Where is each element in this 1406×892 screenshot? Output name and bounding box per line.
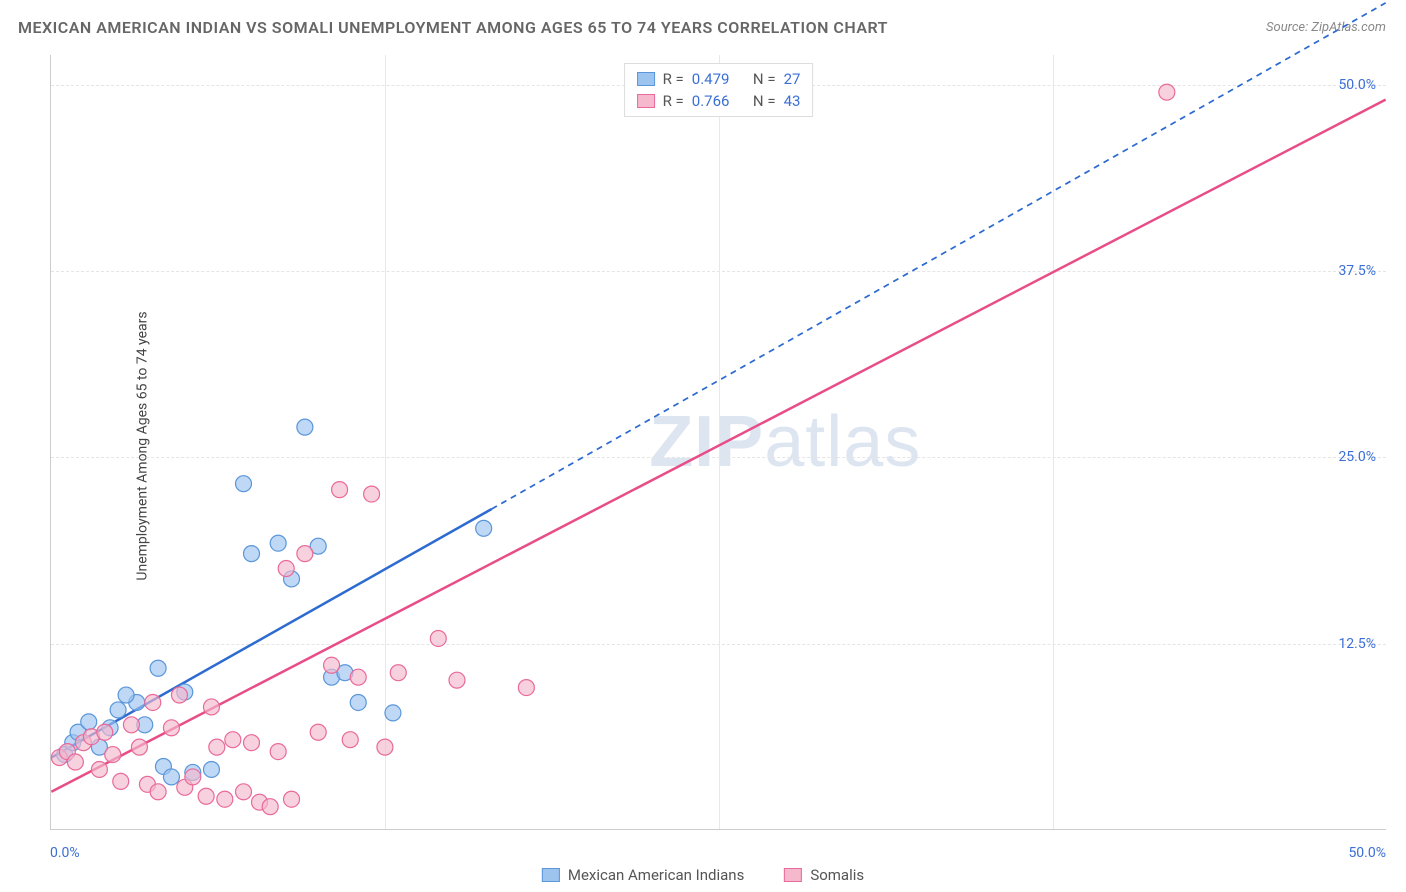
- correlation-legend: R = 0.479 N = 27 R = 0.766 N = 43: [624, 63, 814, 117]
- scatter-point: [171, 687, 187, 703]
- scatter-point: [377, 739, 393, 755]
- scatter-point: [163, 769, 179, 785]
- scatter-point: [145, 694, 161, 710]
- swatch-series-1: [637, 72, 655, 86]
- scatter-point: [342, 732, 358, 748]
- scatter-point: [185, 769, 201, 785]
- source-attribution: Source: ZipAtlas.com: [1266, 20, 1386, 35]
- scatter-point: [1159, 84, 1175, 100]
- correlation-row-2: R = 0.766 N = 43: [637, 90, 801, 112]
- scatter-point: [150, 660, 166, 676]
- scatter-point: [236, 476, 252, 492]
- scatter-point: [236, 784, 252, 800]
- scatter-point: [385, 705, 401, 721]
- scatter-point: [270, 744, 286, 760]
- scatter-point: [350, 694, 366, 710]
- y-tick-label: 50.0%: [1338, 77, 1376, 93]
- scatter-point: [163, 720, 179, 736]
- scatter-point: [244, 546, 260, 562]
- scatter-point: [278, 561, 294, 577]
- scatter-point: [324, 657, 340, 673]
- scatter-point: [225, 732, 241, 748]
- scatter-point: [150, 784, 166, 800]
- correlation-row-1: R = 0.479 N = 27: [637, 68, 801, 90]
- chart-title: MEXICAN AMERICAN INDIAN VS SOMALI UNEMPL…: [18, 18, 888, 37]
- scatter-point: [297, 546, 313, 562]
- scatter-point: [284, 791, 300, 807]
- scatter-point: [332, 482, 348, 498]
- scatter-point: [198, 788, 214, 804]
- scatter-point: [91, 761, 107, 777]
- scatter-svg: [51, 55, 1386, 829]
- swatch-series-2-bottom: [784, 868, 802, 882]
- scatter-point: [67, 754, 83, 770]
- swatch-series-2: [637, 94, 655, 108]
- scatter-point: [209, 739, 225, 755]
- scatter-point: [364, 486, 380, 502]
- plot-area: ZIPatlas R = 0.479 N = 27 R = 0.766 N = …: [50, 55, 1386, 830]
- scatter-point: [113, 773, 129, 789]
- scatter-point: [81, 714, 97, 730]
- scatter-point: [105, 747, 121, 763]
- swatch-series-1-bottom: [542, 868, 560, 882]
- scatter-point: [390, 665, 406, 681]
- scatter-point: [123, 717, 139, 733]
- series-legend: Mexican American Indians Somalis: [542, 866, 864, 884]
- scatter-point: [203, 699, 219, 715]
- scatter-point: [244, 735, 260, 751]
- scatter-point: [297, 419, 313, 435]
- scatter-point: [262, 799, 278, 815]
- legend-item-2: Somalis: [784, 866, 864, 884]
- y-tick-label: 37.5%: [1338, 263, 1376, 279]
- chart-container: MEXICAN AMERICAN INDIAN VS SOMALI UNEMPL…: [0, 0, 1406, 892]
- scatter-point: [110, 702, 126, 718]
- scatter-point: [118, 687, 134, 703]
- x-tick-max: 50.0%: [1348, 845, 1386, 861]
- scatter-point: [217, 791, 233, 807]
- y-tick-label: 12.5%: [1338, 636, 1376, 652]
- scatter-point: [310, 724, 326, 740]
- scatter-point: [350, 669, 366, 685]
- scatter-point: [203, 761, 219, 777]
- scatter-point: [430, 630, 446, 646]
- legend-item-1: Mexican American Indians: [542, 866, 744, 884]
- scatter-point: [97, 724, 113, 740]
- y-tick-label: 25.0%: [1338, 449, 1376, 465]
- scatter-point: [476, 520, 492, 536]
- x-tick-min: 0.0%: [50, 845, 80, 861]
- scatter-point: [131, 739, 147, 755]
- scatter-point: [270, 535, 286, 551]
- scatter-point: [449, 672, 465, 688]
- scatter-point: [518, 680, 534, 696]
